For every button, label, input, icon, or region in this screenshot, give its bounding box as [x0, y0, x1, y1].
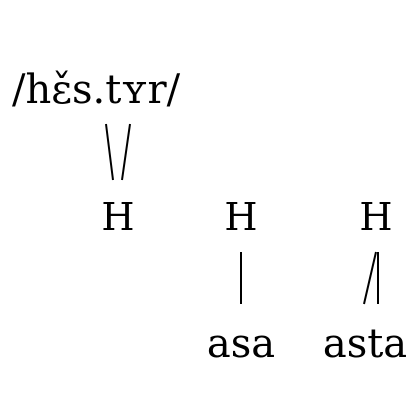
word-asta: asta: [322, 321, 408, 367]
tone-h-1: H: [101, 195, 135, 239]
association-line-right: [121, 123, 131, 181]
tone-h-3: H: [359, 195, 393, 239]
tone-h-2: H: [224, 195, 258, 239]
association-line-asta-left: [363, 251, 377, 305]
association-line-left: [105, 123, 114, 181]
phonological-form: /hɛ̌s.tʏr/: [12, 67, 181, 113]
word-asa: asa: [206, 321, 276, 367]
